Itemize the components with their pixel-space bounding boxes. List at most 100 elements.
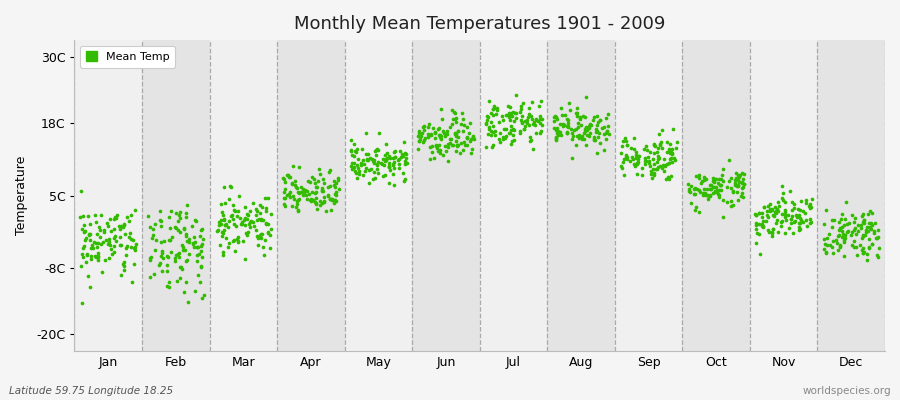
Point bbox=[396, 170, 410, 176]
Point bbox=[429, 143, 444, 150]
Point bbox=[82, 232, 96, 239]
Point bbox=[460, 135, 474, 142]
Point bbox=[451, 134, 465, 140]
Point bbox=[647, 142, 662, 149]
Point bbox=[243, 218, 257, 224]
Point bbox=[616, 172, 631, 178]
Point bbox=[103, 242, 117, 248]
Point bbox=[513, 117, 527, 123]
Point bbox=[573, 114, 588, 121]
Point bbox=[415, 130, 429, 136]
Point bbox=[248, 227, 263, 233]
Point bbox=[698, 176, 713, 182]
Point bbox=[306, 197, 320, 203]
Point bbox=[650, 158, 664, 165]
Point bbox=[430, 144, 445, 151]
Point bbox=[734, 190, 749, 196]
Point bbox=[368, 152, 382, 158]
Point bbox=[615, 143, 629, 149]
Point bbox=[499, 133, 513, 139]
Point bbox=[438, 143, 453, 149]
Point bbox=[162, 279, 176, 285]
Point bbox=[187, 243, 202, 250]
Point bbox=[392, 156, 406, 162]
Point bbox=[517, 126, 531, 132]
Point bbox=[731, 197, 745, 204]
Point bbox=[116, 221, 130, 228]
Point bbox=[380, 150, 394, 156]
Point bbox=[788, 211, 803, 218]
Point bbox=[657, 168, 671, 174]
Point bbox=[443, 140, 457, 147]
Point bbox=[663, 155, 678, 162]
Point bbox=[771, 203, 786, 209]
Point bbox=[691, 175, 706, 181]
Point bbox=[788, 218, 803, 225]
Point bbox=[91, 240, 105, 246]
Point bbox=[417, 123, 431, 130]
Point bbox=[76, 243, 91, 249]
Point bbox=[856, 233, 870, 240]
Point bbox=[798, 209, 813, 216]
Point bbox=[547, 113, 562, 119]
Point bbox=[697, 186, 711, 192]
Point bbox=[466, 134, 481, 140]
Point bbox=[98, 257, 112, 264]
Point bbox=[597, 131, 611, 137]
Point bbox=[766, 226, 780, 232]
Point bbox=[264, 210, 278, 217]
Point bbox=[83, 237, 97, 243]
Point bbox=[328, 197, 342, 204]
Point bbox=[455, 128, 470, 134]
Point bbox=[345, 160, 359, 166]
Point bbox=[292, 164, 307, 170]
Point bbox=[447, 108, 462, 115]
Point bbox=[578, 126, 592, 132]
Point bbox=[521, 114, 535, 120]
Point bbox=[124, 236, 139, 242]
Point bbox=[579, 124, 593, 130]
Point bbox=[322, 167, 337, 174]
Point bbox=[317, 180, 331, 186]
Point bbox=[323, 195, 338, 202]
Point bbox=[768, 213, 782, 219]
Point bbox=[816, 221, 831, 227]
Point bbox=[775, 211, 789, 217]
Point bbox=[219, 235, 233, 241]
Point bbox=[702, 193, 716, 199]
Point bbox=[305, 189, 320, 196]
Point bbox=[870, 234, 885, 240]
Point bbox=[256, 217, 270, 224]
Point bbox=[587, 135, 601, 142]
Point bbox=[580, 126, 595, 133]
Point bbox=[618, 152, 633, 158]
Point bbox=[768, 209, 782, 216]
Point bbox=[863, 225, 878, 231]
Point bbox=[168, 252, 183, 258]
Point bbox=[845, 241, 859, 248]
Point bbox=[483, 110, 498, 116]
Point bbox=[670, 139, 684, 146]
Point bbox=[707, 176, 722, 182]
Point bbox=[508, 110, 522, 116]
Point bbox=[84, 253, 98, 260]
Point bbox=[359, 155, 374, 162]
Point bbox=[112, 223, 126, 230]
Point bbox=[349, 170, 364, 176]
Point bbox=[378, 156, 392, 162]
Point bbox=[119, 252, 133, 259]
Point bbox=[450, 128, 464, 134]
Point bbox=[382, 162, 397, 169]
Point bbox=[300, 188, 314, 194]
Point bbox=[851, 228, 866, 234]
Point bbox=[804, 218, 818, 225]
Point bbox=[597, 147, 611, 153]
Point bbox=[769, 207, 783, 214]
Point bbox=[154, 253, 168, 260]
Point bbox=[794, 198, 808, 204]
Point bbox=[79, 251, 94, 257]
Point bbox=[119, 244, 133, 251]
Point bbox=[769, 220, 783, 226]
Point bbox=[317, 194, 331, 200]
Point bbox=[308, 198, 322, 205]
